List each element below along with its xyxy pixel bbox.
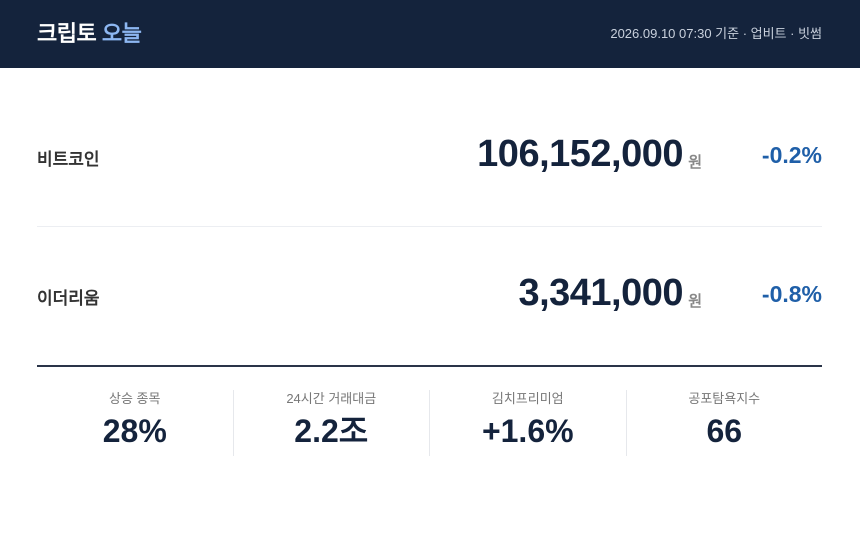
- stat: 김치프리미엄 +1.6%: [429, 390, 626, 456]
- header: 크립토 오늘 2026.09.10 07:30 기준 · 업비트 · 빗썸: [0, 0, 860, 68]
- stat: 상승 종목 28%: [37, 390, 233, 456]
- stat-value: 28%: [102, 413, 167, 449]
- stat-label: 24시간 거래대금: [286, 391, 377, 406]
- title-text: 크립토: [37, 21, 97, 46]
- coin-change: -0.8%: [761, 281, 822, 307]
- coin-name: 비트코인: [37, 150, 100, 169]
- coin-price: 106,152,000: [477, 133, 683, 175]
- coin-price: 3,341,000: [518, 272, 683, 314]
- coin-change: -0.2%: [761, 142, 822, 168]
- coin-row: 이더리움 3,341,000 원 -0.8%: [37, 266, 822, 326]
- stat: 24시간 거래대금 2.2조: [232, 390, 430, 456]
- stat-label: 김치프리미엄: [491, 391, 564, 406]
- stat-value: 2.2조: [294, 413, 369, 449]
- stat-value: +1.6%: [481, 413, 574, 449]
- header-meta: 2026.09.10 07:30 기준 · 업비트 · 빗썸: [610, 26, 822, 41]
- title-accent: 오늘: [101, 21, 142, 46]
- divider: [37, 365, 822, 367]
- divider: [37, 226, 822, 227]
- price-unit: 원: [688, 293, 702, 310]
- stats: 상승 종목 28% 24시간 거래대금 2.2조 김치프리미엄 +1.6% 공포탐욕지…: [37, 390, 822, 456]
- stat-label: 상승 종목: [109, 391, 161, 406]
- coin-name: 이더리움: [37, 289, 100, 308]
- stat: 공포탐욕지수 66: [625, 390, 823, 456]
- price-unit: 원: [688, 154, 702, 171]
- title: 크립토 오늘: [37, 19, 142, 49]
- stat-label: 공포탐욕지수: [688, 391, 761, 406]
- stat-value: 66: [706, 413, 743, 449]
- coin-row: 비트코인 106,152,000 원 -0.2%: [37, 127, 822, 187]
